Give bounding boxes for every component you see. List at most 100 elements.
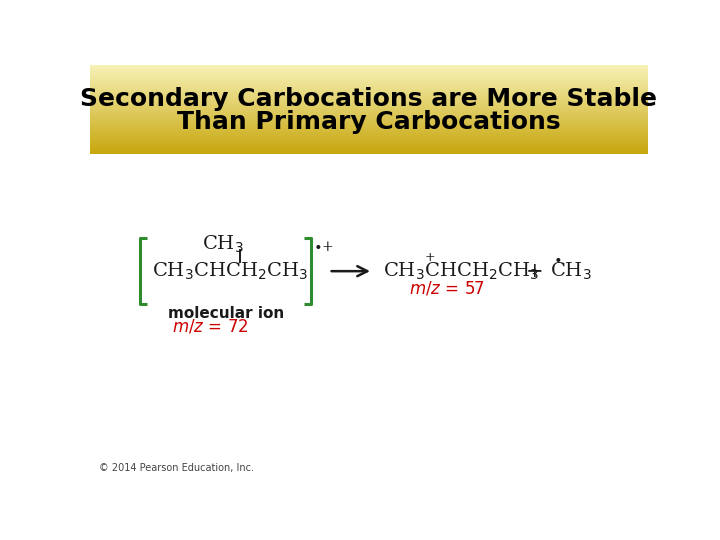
- Bar: [90, 140, 648, 141]
- Bar: [90, 99, 648, 100]
- Bar: [90, 82, 648, 83]
- Bar: [90, 110, 648, 111]
- Bar: [90, 64, 648, 65]
- Bar: [90, 133, 648, 135]
- Bar: [90, 89, 648, 90]
- Bar: [90, 122, 648, 123]
- Bar: [90, 135, 648, 136]
- Bar: [90, 136, 648, 137]
- Text: $\mathit{m/z}$ = 72: $\mathit{m/z}$ = 72: [172, 318, 248, 335]
- Text: molecular ion: molecular ion: [168, 306, 284, 321]
- Text: CH$_3$CHCH$_2$CH$_3$: CH$_3$CHCH$_2$CH$_3$: [383, 260, 539, 282]
- Bar: [90, 123, 648, 124]
- Bar: [90, 104, 648, 105]
- Bar: [90, 148, 648, 150]
- Bar: [90, 86, 648, 87]
- Bar: [90, 82, 648, 83]
- Bar: [90, 119, 648, 120]
- Bar: [90, 65, 648, 66]
- Text: $\bullet$: $\bullet$: [553, 251, 561, 265]
- Bar: [90, 143, 648, 144]
- Bar: [90, 68, 648, 69]
- Bar: [90, 131, 648, 132]
- Bar: [90, 71, 648, 72]
- Bar: [90, 107, 648, 109]
- Bar: [90, 139, 648, 140]
- Bar: [90, 130, 648, 131]
- Bar: [90, 87, 648, 88]
- Bar: [90, 103, 648, 104]
- Bar: [90, 126, 648, 127]
- Bar: [90, 105, 648, 106]
- Bar: [90, 95, 648, 96]
- Bar: [90, 124, 648, 125]
- Bar: [90, 127, 648, 128]
- Bar: [90, 113, 648, 114]
- Bar: [90, 69, 648, 70]
- Text: $\mathit{m/z}$ = 57: $\mathit{m/z}$ = 57: [409, 279, 485, 297]
- Bar: [90, 142, 648, 143]
- Bar: [90, 138, 648, 139]
- Bar: [90, 76, 648, 77]
- Bar: [90, 151, 648, 152]
- Bar: [90, 144, 648, 145]
- Bar: [90, 141, 648, 142]
- Bar: [90, 78, 648, 80]
- Bar: [90, 78, 648, 79]
- Bar: [90, 100, 648, 102]
- Bar: [90, 77, 648, 78]
- Text: CH$_3$: CH$_3$: [550, 260, 592, 282]
- Bar: [90, 81, 648, 82]
- Bar: [90, 70, 648, 71]
- Bar: [90, 93, 648, 94]
- Text: Secondary Carbocations are More Stable: Secondary Carbocations are More Stable: [81, 87, 657, 111]
- Bar: [90, 134, 648, 136]
- Bar: [90, 119, 648, 120]
- Bar: [90, 153, 648, 154]
- Text: Than Primary Carbocations: Than Primary Carbocations: [177, 110, 561, 134]
- Bar: [90, 150, 648, 151]
- Text: © 2014 Pearson Education, Inc.: © 2014 Pearson Education, Inc.: [99, 463, 254, 473]
- Bar: [90, 68, 648, 69]
- Bar: [90, 84, 648, 85]
- Bar: [90, 140, 648, 141]
- Bar: [90, 73, 648, 75]
- Bar: [90, 107, 648, 108]
- Bar: [90, 92, 648, 93]
- Bar: [90, 116, 648, 117]
- Bar: [90, 152, 648, 153]
- Text: CH$_3$: CH$_3$: [202, 234, 244, 255]
- Bar: [90, 146, 648, 147]
- Bar: [90, 117, 648, 118]
- Bar: [90, 105, 648, 106]
- Bar: [90, 99, 648, 100]
- Bar: [90, 114, 648, 116]
- Bar: [90, 143, 648, 144]
- Bar: [90, 146, 648, 147]
- Bar: [90, 152, 648, 153]
- Bar: [90, 148, 648, 149]
- Bar: [90, 80, 648, 81]
- Bar: [90, 101, 648, 102]
- Text: $\bullet$+: $\bullet$+: [313, 240, 334, 254]
- Bar: [90, 74, 648, 75]
- Bar: [90, 85, 648, 86]
- Bar: [90, 111, 648, 112]
- Bar: [90, 121, 648, 122]
- Bar: [90, 97, 648, 98]
- Bar: [90, 109, 648, 110]
- Bar: [90, 75, 648, 76]
- Bar: [90, 70, 648, 71]
- Bar: [90, 117, 648, 118]
- Bar: [90, 72, 648, 74]
- Bar: [90, 94, 648, 96]
- Bar: [90, 137, 648, 138]
- Bar: [90, 131, 648, 132]
- Bar: [90, 147, 648, 148]
- Bar: [90, 66, 648, 67]
- Bar: [90, 123, 648, 124]
- Bar: [90, 111, 648, 112]
- Bar: [90, 83, 648, 84]
- Bar: [90, 127, 648, 129]
- Bar: [90, 97, 648, 98]
